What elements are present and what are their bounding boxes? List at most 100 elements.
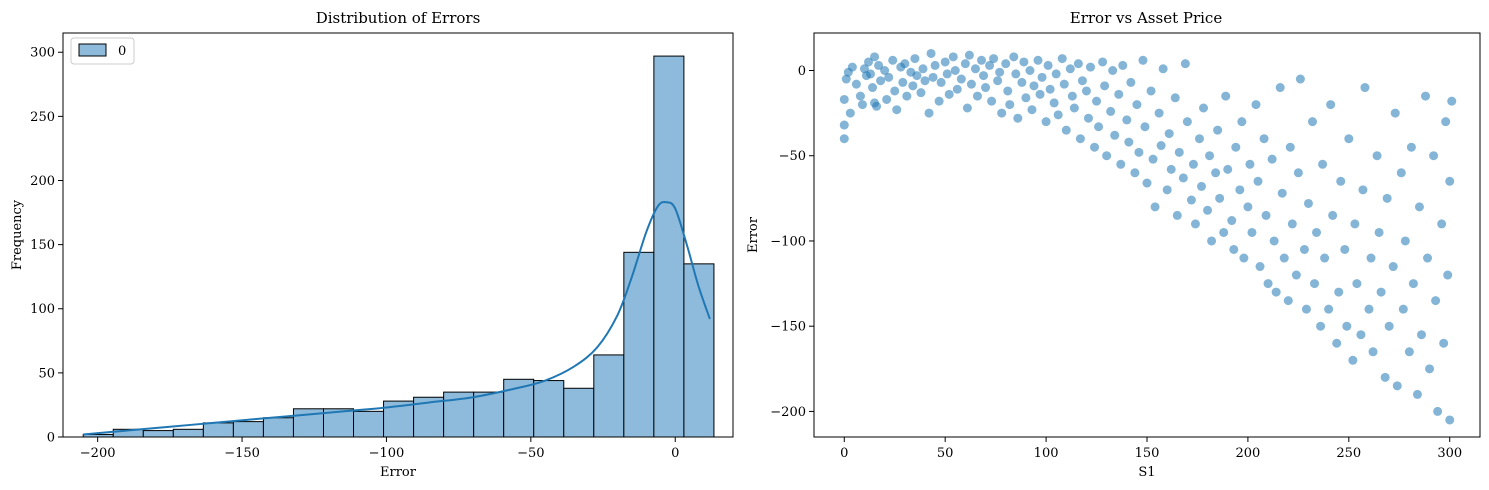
scatter-point bbox=[953, 85, 962, 94]
scatter-point bbox=[1005, 100, 1014, 109]
scatter-point bbox=[1268, 155, 1277, 164]
scatter-point bbox=[1173, 211, 1182, 220]
scatter-point bbox=[1122, 115, 1131, 124]
x-tick-label: −150 bbox=[224, 446, 260, 461]
scatter-point bbox=[1050, 98, 1059, 107]
scatter-point bbox=[941, 57, 950, 66]
scatter-point bbox=[888, 56, 897, 65]
scatter-point bbox=[1124, 138, 1133, 147]
scatter-point bbox=[1187, 196, 1196, 205]
scatter-point bbox=[1356, 330, 1365, 339]
scatter-point bbox=[1443, 271, 1452, 280]
histogram-bar bbox=[594, 355, 624, 437]
scatter-point bbox=[902, 92, 911, 101]
scatter-point bbox=[868, 83, 877, 92]
scatter-point bbox=[967, 80, 976, 89]
histogram-bar bbox=[233, 422, 263, 437]
x-tick-label: −100 bbox=[369, 446, 405, 461]
scatter-point bbox=[1203, 206, 1212, 215]
scatter-point bbox=[957, 75, 966, 84]
histogram-bars bbox=[83, 56, 714, 437]
scatter-point bbox=[1003, 86, 1012, 95]
scatter-point bbox=[995, 68, 1004, 77]
y-tick-label: 100 bbox=[30, 302, 55, 317]
scatter-point bbox=[848, 63, 857, 72]
scatter-point bbox=[1294, 168, 1303, 177]
y-tick-label: 150 bbox=[30, 238, 55, 253]
scatter-point bbox=[1409, 279, 1418, 288]
histogram-x-axis-label: Error bbox=[380, 465, 417, 480]
scatter-point bbox=[1399, 305, 1408, 314]
scatter-point bbox=[1199, 104, 1208, 113]
scatter-point bbox=[1098, 57, 1107, 66]
scatter-point bbox=[1284, 296, 1293, 305]
scatter-panel: Error vs Asset Price 0 50 100 150 200 250 300 … bbox=[746, 9, 1480, 480]
scatter-point bbox=[921, 76, 930, 85]
scatter-point bbox=[1324, 305, 1333, 314]
scatter-point bbox=[870, 52, 879, 61]
scatter-point bbox=[1130, 168, 1139, 177]
scatter-point bbox=[1375, 228, 1384, 237]
scatter-point bbox=[1350, 219, 1359, 228]
scatter-point bbox=[1157, 141, 1166, 150]
scatter-point bbox=[1300, 245, 1309, 254]
scatter-point bbox=[1013, 114, 1022, 123]
scatter-point bbox=[1389, 262, 1398, 271]
legend-label: 0 bbox=[118, 44, 126, 59]
scatter-point bbox=[1215, 194, 1224, 203]
scatter-point bbox=[1132, 100, 1141, 109]
scatter-point bbox=[1251, 100, 1260, 109]
scatter-point bbox=[973, 92, 982, 101]
scatter-point bbox=[1110, 131, 1119, 140]
scatter-point bbox=[1118, 61, 1127, 70]
scatter-point bbox=[1086, 63, 1095, 72]
scatter-point bbox=[1143, 179, 1152, 188]
scatter-point bbox=[1058, 54, 1067, 63]
y-tick-label: 250 bbox=[30, 110, 55, 125]
scatter-point bbox=[892, 105, 901, 114]
scatter-point bbox=[1445, 177, 1454, 186]
scatter-point bbox=[1183, 117, 1192, 126]
scatter-point bbox=[927, 49, 936, 58]
scatter-point bbox=[890, 86, 899, 95]
scatter-point bbox=[1090, 143, 1099, 152]
scatter-point bbox=[1405, 347, 1414, 356]
x-tick-label: 0 bbox=[840, 446, 848, 461]
scatter-point bbox=[1066, 64, 1075, 73]
scatter-point bbox=[1116, 160, 1125, 169]
scatter-point bbox=[1044, 61, 1053, 70]
scatter-point bbox=[1011, 69, 1020, 78]
scatter-point bbox=[1304, 199, 1313, 208]
histogram-bar bbox=[564, 388, 594, 437]
scatter-point bbox=[1229, 245, 1238, 254]
scatter-point bbox=[1102, 151, 1111, 160]
scatter-point bbox=[951, 66, 960, 75]
scatter-point bbox=[1021, 93, 1030, 102]
scatter-point bbox=[1334, 288, 1343, 297]
scatter-point bbox=[1296, 75, 1305, 84]
y-tick-label: 0 bbox=[798, 64, 806, 79]
scatter-point bbox=[1260, 134, 1269, 143]
scatter-point bbox=[1221, 92, 1230, 101]
scatter-point bbox=[1280, 254, 1289, 263]
scatter-point bbox=[1078, 76, 1087, 85]
scatter-point bbox=[1189, 160, 1198, 169]
scatter-point bbox=[1431, 296, 1440, 305]
scatter-point bbox=[1191, 219, 1200, 228]
histogram-bar bbox=[354, 411, 384, 437]
scatter-point bbox=[1429, 151, 1438, 160]
scatter-point bbox=[1036, 90, 1045, 99]
scatter-point bbox=[1181, 59, 1190, 68]
scatter-point bbox=[1288, 219, 1297, 228]
x-tick-label: 50 bbox=[937, 446, 954, 461]
scatter-point bbox=[1308, 117, 1317, 126]
scatter-point bbox=[856, 92, 865, 101]
scatter-point bbox=[1316, 322, 1325, 331]
scatter-point bbox=[949, 52, 958, 61]
scatter-point bbox=[1358, 185, 1367, 194]
scatter-point bbox=[1001, 59, 1010, 68]
scatter-point bbox=[1413, 390, 1422, 399]
histogram-bar bbox=[143, 431, 173, 437]
scatter-point bbox=[1393, 381, 1402, 390]
